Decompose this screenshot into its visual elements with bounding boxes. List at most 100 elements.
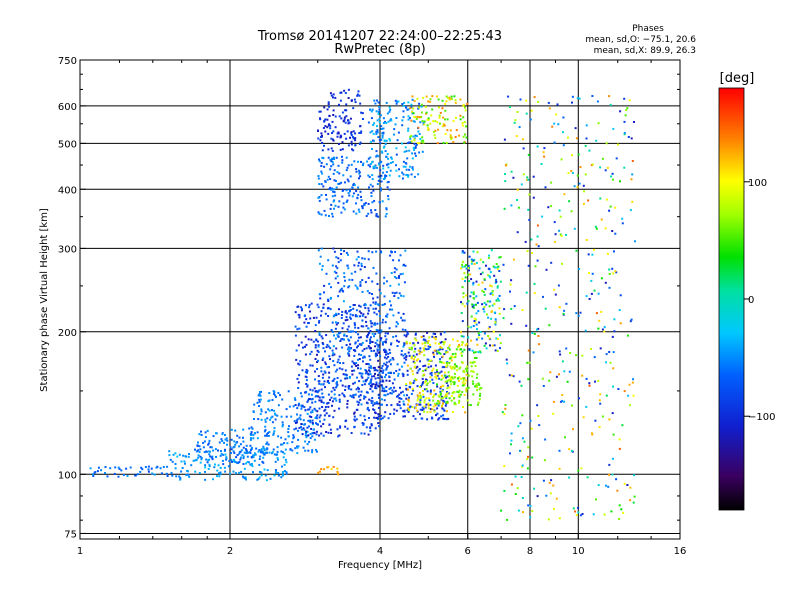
data-point (548, 481, 551, 484)
data-point (209, 446, 212, 449)
data-point (294, 325, 297, 328)
data-point (446, 410, 448, 413)
data-point (375, 402, 378, 405)
data-point (406, 394, 408, 397)
data-point (259, 413, 262, 416)
data-point (464, 280, 466, 283)
data-point (372, 297, 375, 300)
data-point (395, 147, 398, 150)
data-point (351, 360, 354, 363)
data-point (420, 115, 423, 118)
data-point (497, 265, 500, 268)
data-point (357, 90, 360, 93)
data-point (349, 316, 352, 319)
data-point (311, 435, 314, 438)
data-point (215, 455, 217, 458)
data-point (595, 312, 598, 315)
data-point (330, 396, 333, 399)
data-point (370, 399, 373, 402)
data-point (321, 396, 324, 399)
data-point (433, 134, 436, 137)
data-point (623, 97, 626, 100)
data-point (267, 400, 270, 403)
data-point (270, 416, 273, 419)
data-point (388, 348, 391, 351)
data-point (590, 279, 593, 282)
data-point (517, 509, 520, 512)
data-point (375, 110, 378, 113)
data-point (113, 472, 116, 475)
data-point (367, 121, 370, 124)
data-point (428, 399, 431, 402)
data-point (220, 450, 222, 453)
data-point (263, 468, 266, 471)
data-point (328, 423, 331, 426)
data-point (402, 345, 405, 348)
data-point (188, 453, 190, 455)
data-point (538, 343, 541, 346)
data-point (404, 353, 407, 356)
data-point (439, 393, 442, 396)
data-point (423, 349, 426, 352)
data-point (376, 215, 379, 218)
data-point (344, 373, 347, 376)
data-point (329, 347, 332, 350)
data-point (329, 358, 331, 361)
data-point (390, 404, 393, 407)
data-point (402, 375, 405, 378)
data-point (427, 345, 430, 348)
data-point (482, 261, 485, 264)
data-point (392, 259, 395, 262)
data-point (503, 207, 506, 210)
data-point (358, 343, 361, 346)
data-point (371, 174, 374, 177)
data-point (548, 107, 551, 110)
data-point (609, 205, 612, 208)
data-point (356, 376, 358, 379)
data-point (147, 468, 150, 471)
data-point (345, 344, 348, 346)
data-point (294, 404, 297, 406)
data-point (419, 403, 422, 406)
data-point (416, 399, 419, 402)
data-point (104, 466, 107, 468)
data-point (372, 404, 375, 407)
data-point (402, 410, 405, 412)
data-point (568, 448, 571, 451)
data-point (328, 355, 331, 358)
data-point (487, 316, 490, 319)
data-point (406, 330, 409, 333)
data-point (520, 476, 523, 478)
data-point (365, 426, 368, 429)
data-point (358, 336, 360, 339)
data-point (324, 118, 327, 121)
data-point (268, 430, 271, 433)
data-point (249, 463, 252, 466)
data-point (541, 215, 544, 218)
data-point (331, 380, 334, 382)
data-point (371, 148, 373, 150)
data-point (580, 467, 583, 470)
data-point (323, 380, 326, 383)
data-point (441, 107, 444, 110)
data-point (465, 343, 468, 345)
data-point (253, 454, 256, 457)
data-point (522, 511, 524, 514)
data-point (410, 103, 413, 106)
data-point (423, 399, 426, 402)
data-point (489, 276, 491, 279)
data-point (390, 156, 393, 159)
data-point (516, 188, 519, 191)
data-point (318, 321, 320, 324)
data-point (410, 392, 413, 395)
data-point (323, 120, 326, 123)
data-point (373, 416, 376, 419)
data-point (314, 346, 317, 349)
data-point (381, 343, 384, 346)
data-point (361, 207, 364, 210)
data-point (377, 385, 380, 388)
data-point (264, 420, 267, 423)
data-point (260, 471, 263, 474)
data-point (427, 117, 430, 120)
data-point (267, 432, 270, 434)
